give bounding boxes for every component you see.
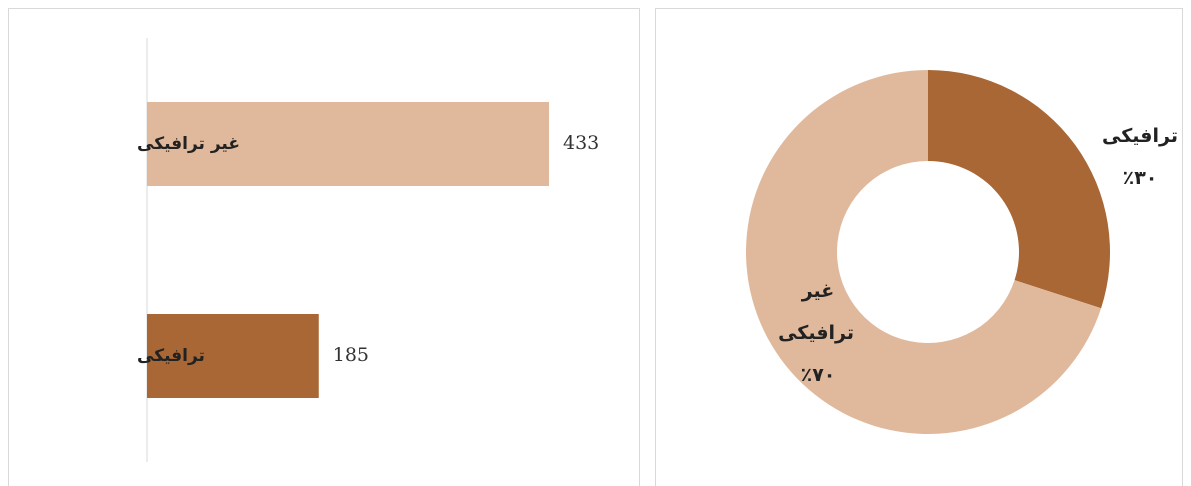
panel [8,8,640,486]
donut-segment [928,70,1110,309]
value-label: 433 [563,132,599,154]
bar [147,102,549,186]
pie-category: ترافیکی [1102,125,1178,147]
category-label: غیر ترافیکی [137,134,240,154]
pie-value: ٪۳۰ [1122,167,1158,189]
bar [147,314,319,398]
pie-label: غیر ترافیکی ٪۷۰ [778,270,854,396]
category-label: ترافیکی [137,346,205,366]
panel [655,8,1183,486]
pie-label: ترافیکی ٪۳۰ [1095,115,1185,199]
donut-segment [745,70,1102,435]
pie-value: ٪۷۰ [800,364,836,386]
pie-category: غیر ترافیکی [778,280,854,344]
value-label: 185 [333,344,369,366]
